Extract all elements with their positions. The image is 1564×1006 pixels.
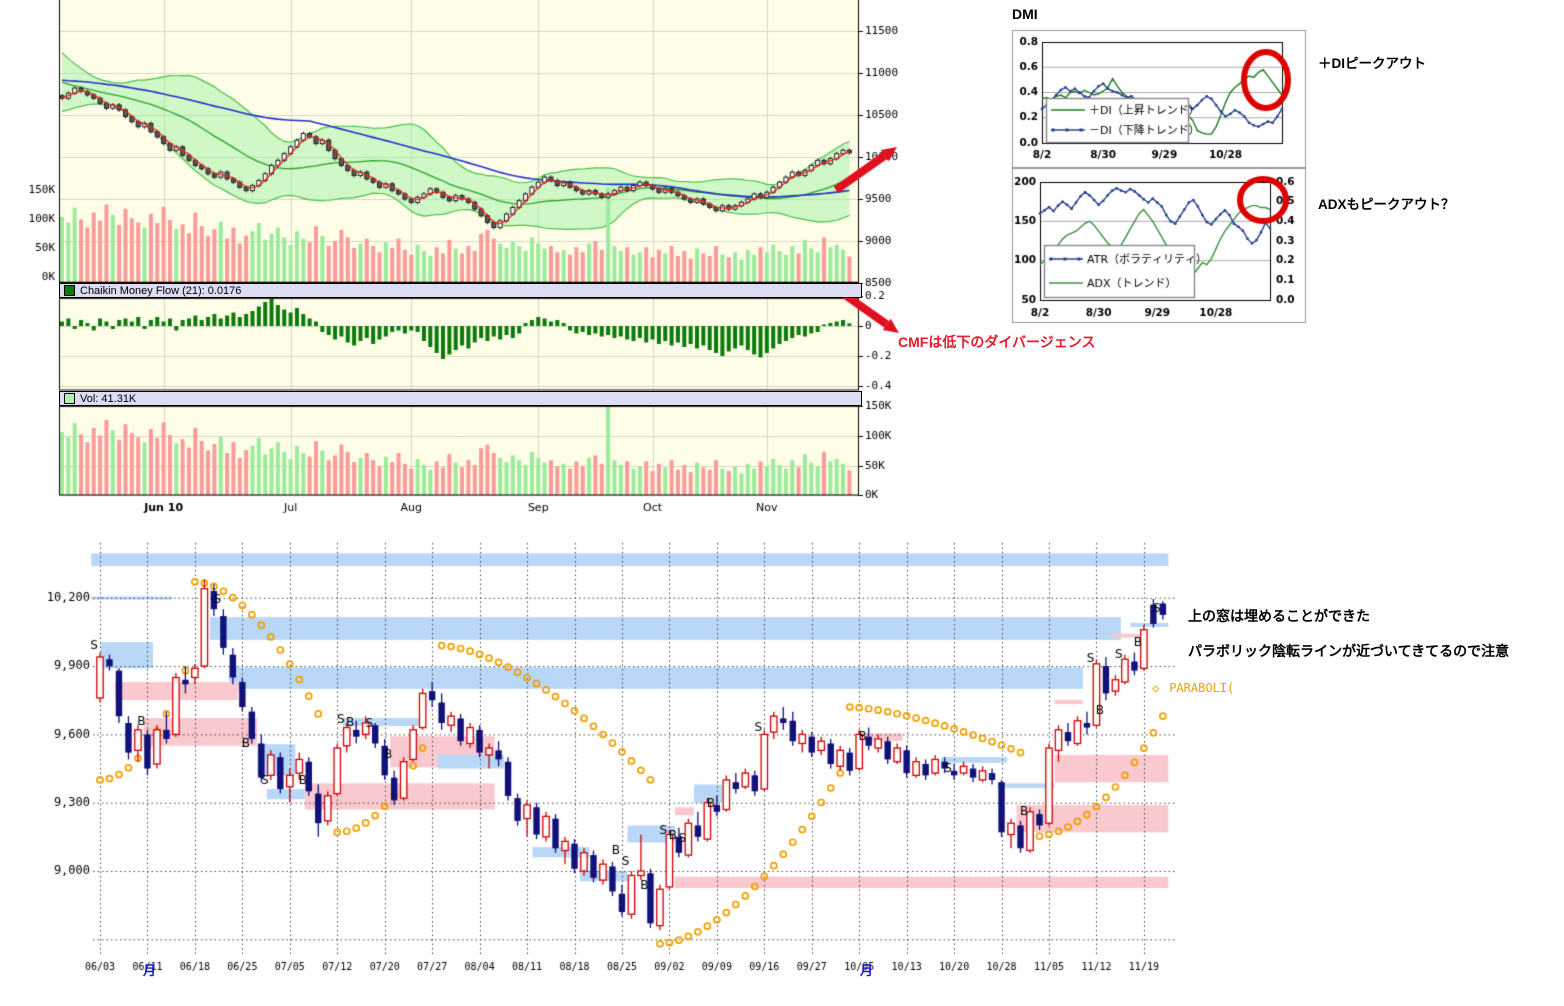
vol-panel-header: Vol: 41.31K <box>59 391 862 406</box>
sar-legend-label: PARABOLI( <box>1169 681 1235 695</box>
plus-di-peakout-note: ＋DIピークアウト <box>1318 56 1426 71</box>
sar-diamond-icon: ◇ <box>1152 681 1160 695</box>
parabolic-warning-note: パラボリック陰転ラインが近づいてきてるので注意 <box>1188 643 1510 659</box>
vol-panel-label: Vol: 41.31K <box>80 392 137 405</box>
cmf-legend-swatch-icon <box>64 285 75 296</box>
cmf-panel-label: Chaikin Money Flow (21): 0.0176 <box>80 284 242 297</box>
cmf-panel-header: Chaikin Money Flow (21): 0.0176 <box>59 283 862 298</box>
cmf-divergence-note: CMFは低下のダイバージェンス <box>898 334 1096 350</box>
daily-sar-chart-canvas <box>30 535 1190 1006</box>
month-marker-october: 月 <box>860 963 874 978</box>
window-filled-note: 上の窓は埋めることができた <box>1188 608 1370 624</box>
month-marker-june: 月 <box>143 963 157 978</box>
parabolic-sar-legend: ◇ PARABOLI( <box>1152 681 1234 695</box>
main-daily-chart-canvas <box>0 0 910 522</box>
dmi-atr-charts-canvas <box>1000 0 1345 335</box>
vol-legend-swatch-icon <box>64 393 75 404</box>
adx-peakout-note: ADXもピークアウト？ <box>1318 197 1455 212</box>
